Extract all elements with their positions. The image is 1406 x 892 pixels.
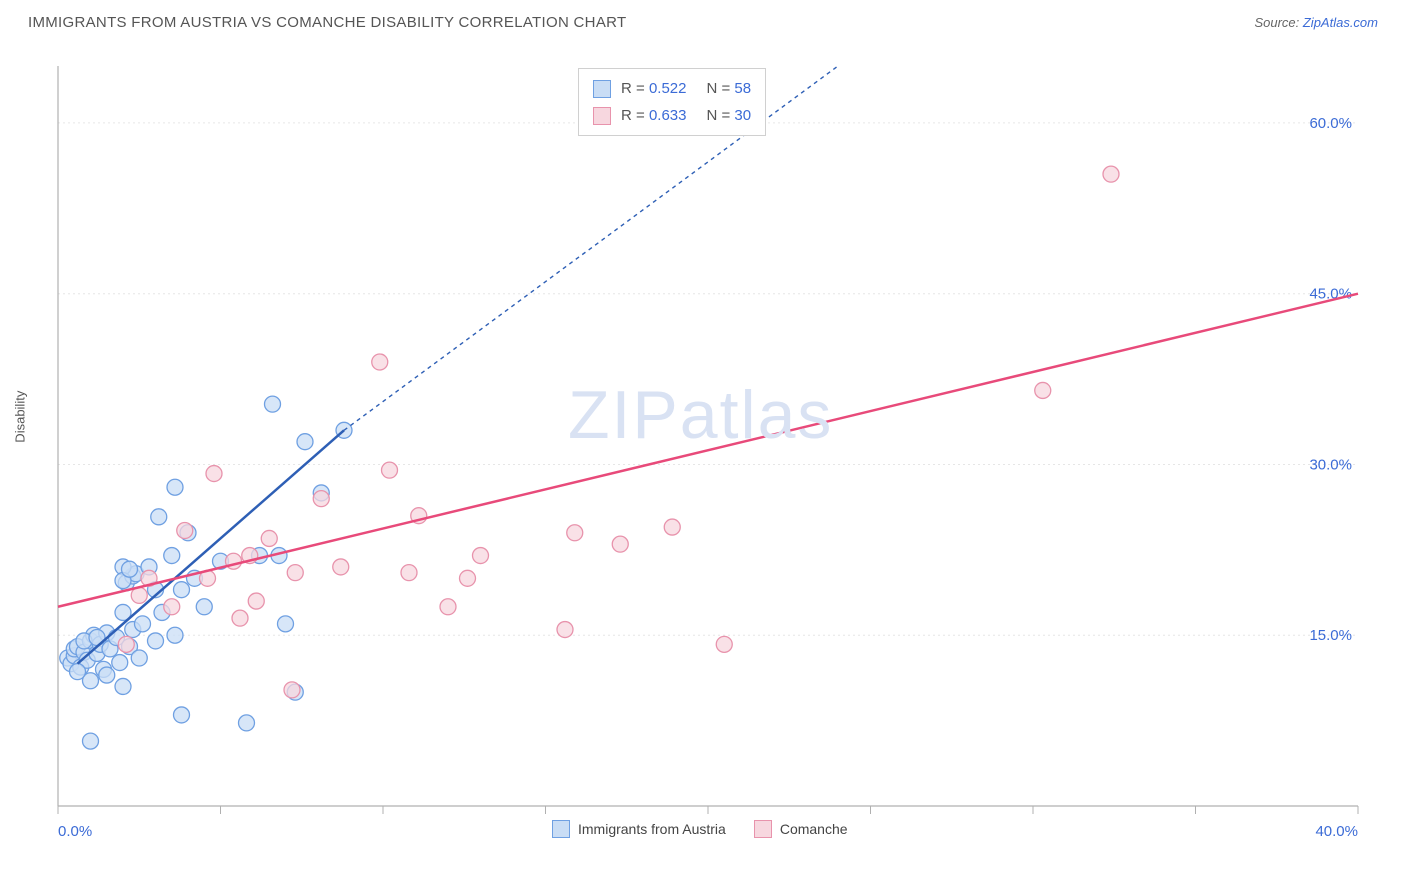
stats-legend-row: R = 0.633 N = 30 [593,102,751,129]
page-title: IMMIGRANTS FROM AUSTRIA VS COMANCHE DISA… [28,14,626,31]
legend-r-label: R = 0.633 [621,102,686,129]
svg-text:15.0%: 15.0% [1309,627,1352,644]
legend-n-label: N = 30 [706,102,751,129]
series-legend-label: Comanche [780,821,848,837]
series-legend-label: Immigrants from Austria [578,821,726,837]
svg-text:40.0%: 40.0% [1315,823,1358,840]
series-legend-item[interactable]: Immigrants from Austria [552,820,726,838]
stats-legend-row: R = 0.522 N = 58 [593,75,751,102]
chart-svg: 0.0%40.0%15.0%30.0%45.0%60.0% [28,46,1378,866]
source-attribution: Source: ZipAtlas.com [1254,15,1378,30]
legend-swatch [593,80,611,98]
legend-swatch [754,820,772,838]
series-legend-item[interactable]: Comanche [754,820,848,838]
stats-legend: R = 0.522 N = 58 R = 0.633 N = 30 [578,68,766,136]
svg-text:0.0%: 0.0% [58,823,92,840]
series-legend: Immigrants from Austria Comanche [552,820,848,838]
svg-text:30.0%: 30.0% [1309,456,1352,473]
source-link[interactable]: ZipAtlas.com [1303,15,1378,30]
scatter-chart: Disability ZIPatlas 0.0%40.0%15.0%30.0%4… [28,46,1378,866]
legend-n-label: N = 58 [706,75,751,102]
header: IMMIGRANTS FROM AUSTRIA VS COMANCHE DISA… [0,0,1406,39]
legend-swatch [593,107,611,125]
svg-text:60.0%: 60.0% [1309,115,1352,132]
y-axis-label: Disability [13,391,28,443]
legend-r-label: R = 0.522 [621,75,686,102]
legend-swatch [552,820,570,838]
